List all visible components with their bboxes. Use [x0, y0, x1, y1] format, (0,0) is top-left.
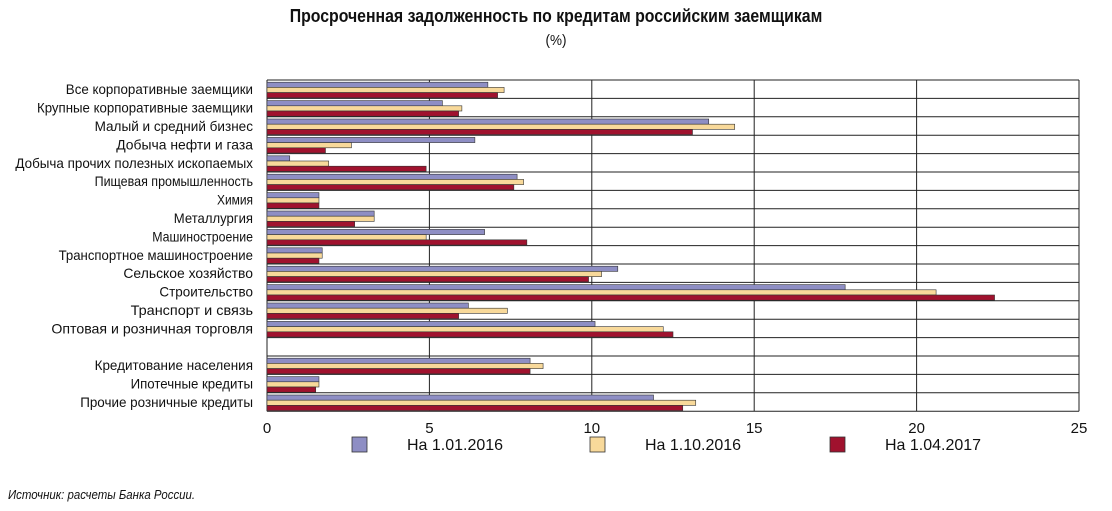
bar [266, 105, 463, 112]
bar [266, 313, 459, 319]
bar [266, 234, 427, 241]
x-tick-label: 5 [425, 420, 433, 437]
bar [266, 81, 489, 88]
bar [266, 257, 320, 264]
bar [266, 284, 846, 291]
bar [266, 326, 664, 333]
category-label: Оптовая и розничная торговля [51, 320, 253, 336]
bar [266, 289, 937, 296]
bar [266, 129, 693, 135]
bar [266, 215, 375, 222]
x-tick-label: 0 [263, 420, 271, 437]
category-label: Машиностроение [152, 228, 253, 244]
bar [266, 173, 518, 180]
legend-swatch [351, 436, 368, 453]
category-label: Кредитование населения [95, 357, 253, 373]
bar [266, 399, 697, 406]
category-label: Добыча прочих полезных ископаемых [15, 155, 253, 171]
legend-label: На 1.01.2016 [407, 437, 503, 454]
bar [266, 229, 485, 235]
bar [266, 179, 524, 185]
category-label: Прочие розничные кредиты [80, 394, 253, 410]
bar [266, 368, 531, 375]
bar [266, 137, 476, 143]
bar [266, 110, 459, 117]
bar [266, 357, 531, 364]
legend-label: На 1.10.2016 [645, 437, 741, 454]
category-label: Ипотечные кредиты [131, 376, 253, 392]
bar [266, 265, 619, 272]
category-label: Добыча нефти и газа [116, 136, 253, 152]
bar [266, 197, 320, 204]
bar [266, 92, 498, 99]
legend-label: На 1.04.2017 [885, 437, 981, 454]
x-tick-label: 15 [746, 420, 763, 437]
legend-swatch [589, 436, 606, 453]
bar [266, 210, 375, 217]
bar [266, 247, 323, 254]
bar [266, 331, 674, 338]
bar [266, 192, 320, 199]
legend-swatch [829, 436, 846, 453]
bar [266, 118, 710, 125]
bar [266, 221, 355, 227]
bar [266, 386, 317, 393]
x-tick-label: 10 [583, 420, 600, 437]
bar [266, 294, 995, 301]
bar [266, 160, 330, 167]
category-label: Пищевая промышленность [95, 173, 253, 189]
bar [266, 276, 589, 283]
bar [266, 147, 326, 154]
bar [266, 405, 684, 411]
category-label: Крупные корпоративные заемщики [37, 100, 253, 116]
x-tick-label: 25 [1071, 420, 1088, 437]
bar [266, 87, 505, 93]
bar [266, 239, 528, 246]
category-label: Транспорт и связь [131, 302, 253, 318]
category-label: Металлургия [174, 210, 253, 226]
bar [266, 155, 291, 162]
bar [266, 321, 596, 327]
bar [266, 252, 323, 259]
bar [266, 381, 320, 388]
bar [266, 307, 508, 314]
chart-subtitle: (%) [545, 32, 567, 49]
bar [266, 123, 736, 130]
bar [266, 363, 544, 369]
bar [266, 376, 320, 383]
category-label: Сельское хозяйство [123, 265, 253, 281]
bar [266, 271, 602, 277]
bar [266, 394, 654, 401]
category-label: Малый и средний бизнес [95, 118, 253, 134]
x-tick-label: 20 [908, 420, 925, 437]
category-label: Все корпоративные заемщики [66, 81, 253, 97]
bar [266, 202, 320, 209]
chart-title: Просроченная задолженность по кредитам р… [289, 6, 823, 26]
category-label: Строительство [159, 284, 253, 300]
bar [266, 100, 443, 107]
bar [266, 184, 515, 191]
category-label: Транспортное машиностроение [59, 247, 254, 263]
bar [266, 165, 427, 172]
bar-chart: 0 5 10 15 20 25 Все корпоративные заемщики Круп… [15, 79, 1088, 454]
bar [266, 302, 469, 309]
source-note: Источник: расчеты Банка России. [8, 487, 196, 502]
bar [266, 142, 352, 149]
category-label: Химия [217, 192, 253, 208]
